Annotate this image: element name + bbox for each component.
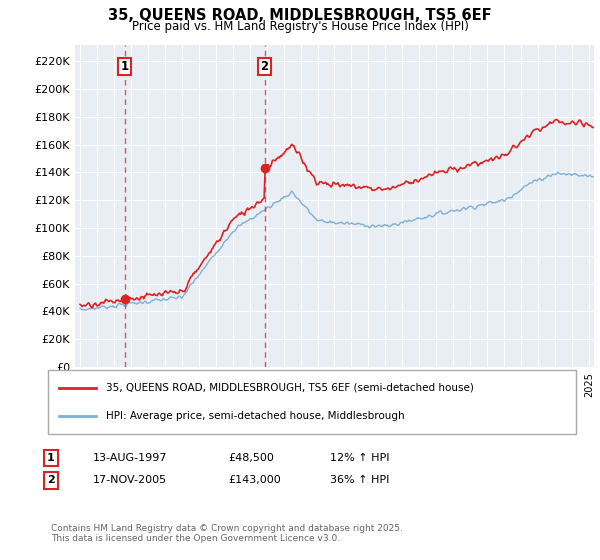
Text: Price paid vs. HM Land Registry's House Price Index (HPI): Price paid vs. HM Land Registry's House … [131,20,469,33]
Text: £48,500: £48,500 [228,453,274,463]
Text: £143,000: £143,000 [228,475,281,486]
Text: 2: 2 [47,475,55,486]
Text: HPI: Average price, semi-detached house, Middlesbrough: HPI: Average price, semi-detached house,… [106,411,405,421]
Text: 13-AUG-1997: 13-AUG-1997 [93,453,167,463]
Text: 1: 1 [121,60,128,73]
Text: 36% ↑ HPI: 36% ↑ HPI [330,475,389,486]
Text: 12% ↑ HPI: 12% ↑ HPI [330,453,389,463]
Text: 35, QUEENS ROAD, MIDDLESBROUGH, TS5 6EF (semi-detached house): 35, QUEENS ROAD, MIDDLESBROUGH, TS5 6EF … [106,382,474,393]
Text: 1: 1 [47,453,55,463]
Text: 2: 2 [260,60,269,73]
Text: Contains HM Land Registry data © Crown copyright and database right 2025.
This d: Contains HM Land Registry data © Crown c… [51,524,403,543]
Text: 17-NOV-2005: 17-NOV-2005 [93,475,167,486]
Text: 35, QUEENS ROAD, MIDDLESBROUGH, TS5 6EF: 35, QUEENS ROAD, MIDDLESBROUGH, TS5 6EF [108,8,492,24]
